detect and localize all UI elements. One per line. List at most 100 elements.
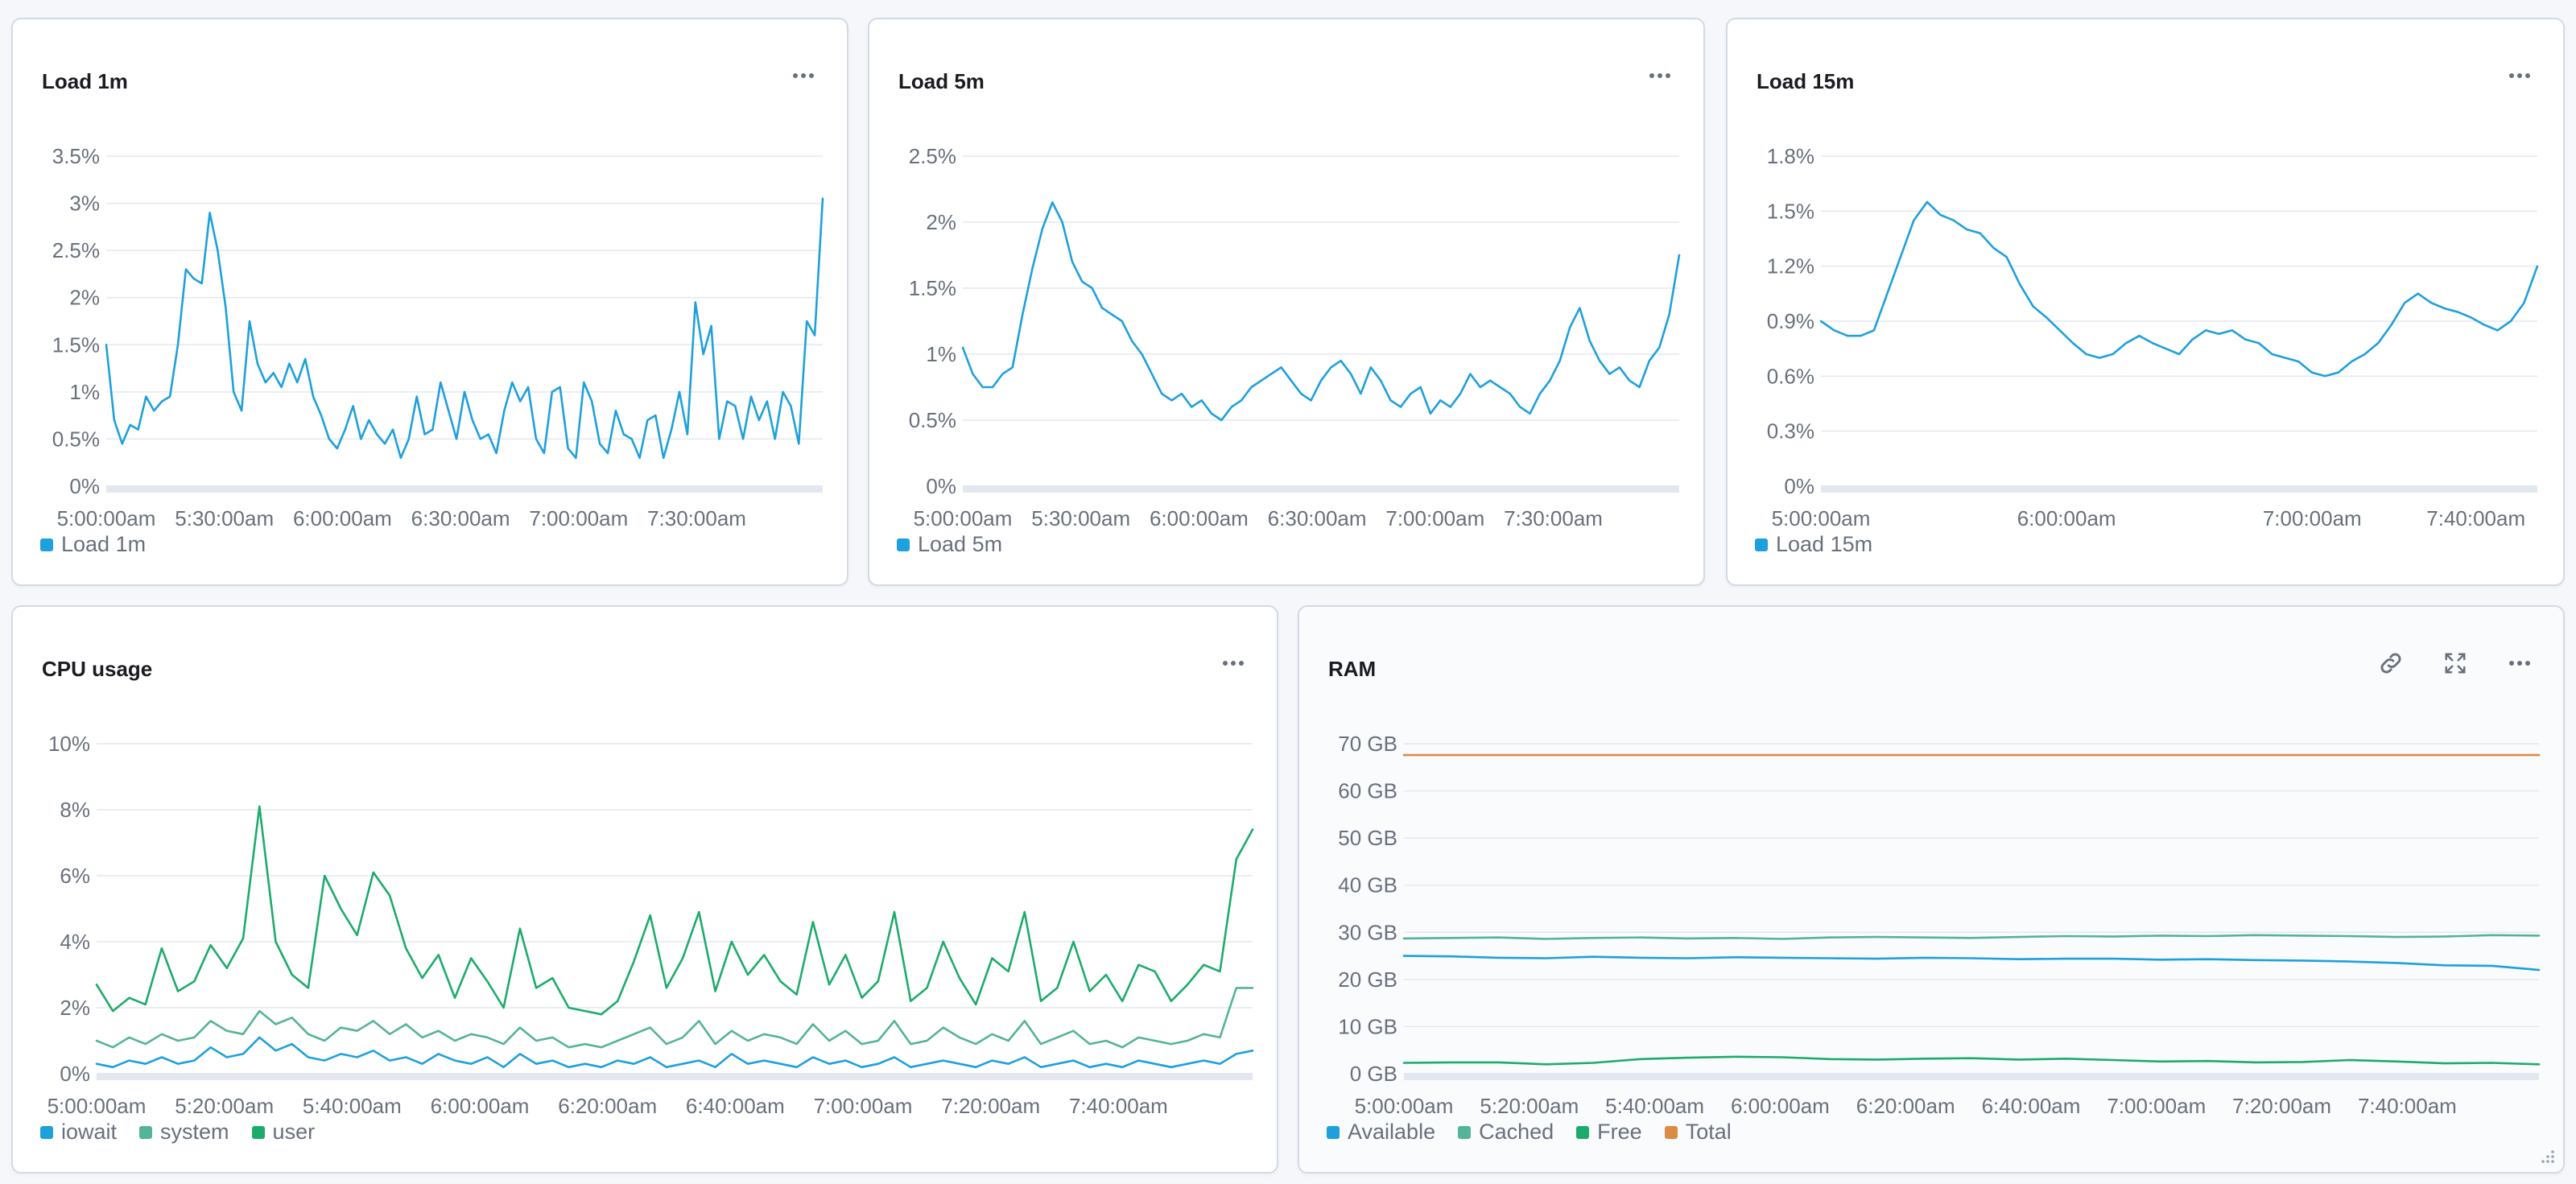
y-tick-label: 1% <box>926 342 956 366</box>
x-tick-label: 5:00:00am <box>1355 1094 1454 1118</box>
panel-title: RAM <box>1328 657 1377 681</box>
legend: Available Cached Free Total <box>1327 1120 1732 1145</box>
x-tick-label: 7:30:00am <box>1504 506 1603 530</box>
chart-load-15m[interactable]: 0% 0.3% 0.6% 0.9% 1.2% 1.5% 1.8% 5:00:00am 6:00:… <box>1728 19 2566 588</box>
legend-item-cached[interactable]: Cached <box>1458 1120 1554 1145</box>
fullscreen-icon[interactable] <box>2441 649 2470 678</box>
legend-item-system[interactable]: system <box>139 1120 229 1145</box>
x-axis-bar <box>1404 1073 2539 1080</box>
legend-label: iowait <box>61 1120 118 1144</box>
y-tick-label: 0.9% <box>1767 309 1814 333</box>
y-tick-label: 0.3% <box>1767 419 1814 443</box>
legend-item-load-1m[interactable]: Load 1m <box>40 532 146 557</box>
legend-label: Available <box>1348 1120 1436 1144</box>
series-line-available[interactable] <box>1402 955 2541 972</box>
series-line-free[interactable] <box>1402 1055 2541 1066</box>
legend-item-load-5m[interactable]: Load 5m <box>897 532 1002 557</box>
x-tick-label: 6:00:00am <box>2017 506 2116 530</box>
legend-item-total[interactable]: Total <box>1664 1120 1732 1145</box>
legend-swatch <box>1327 1125 1340 1139</box>
series-line-iowait[interactable] <box>95 1036 1254 1069</box>
series-line-load-1m[interactable] <box>105 197 824 460</box>
panel-ram: RAM 0 GB 10 GB 20 GB 30 GB 40 GB 50 GB 60 GB 70… <box>1298 605 2565 1174</box>
x-axis-bar <box>1821 485 2537 493</box>
x-tick-label: 6:20:00am <box>558 1094 657 1118</box>
legend: Load 1m <box>40 532 146 557</box>
more-options-icon[interactable] <box>789 61 818 90</box>
series-line-system[interactable] <box>95 987 1254 1049</box>
x-tick-label: 5:00:00am <box>1772 506 1871 530</box>
x-tick-label: 6:40:00am <box>1982 1094 2081 1118</box>
chart-ram[interactable]: 0 GB 10 GB 20 GB 30 GB 40 GB 50 GB 60 GB 70 GB 5… <box>1299 607 2566 1175</box>
legend-item-user[interactable]: user <box>251 1120 315 1145</box>
y-tick-label: 3.5% <box>52 144 100 168</box>
more-options-icon[interactable] <box>2505 61 2534 90</box>
x-tick-label: 7:00:00am <box>2107 1094 2206 1118</box>
x-tick-label: 7:00:00am <box>529 506 628 530</box>
y-tick-label: 1.5% <box>909 276 956 300</box>
legend-item-available[interactable]: Available <box>1327 1120 1435 1145</box>
legend-label: system <box>160 1120 229 1144</box>
y-tick-label: 2% <box>926 210 956 234</box>
legend-label: Total <box>1685 1120 1732 1144</box>
y-tick-label: 6% <box>60 864 90 888</box>
x-tick-label: 6:00:00am <box>293 506 392 530</box>
chart-load-1m[interactable]: 0% 0.5% 1% 1.5% 2% 2.5% 3% 3.5% 5:00:00am 5:30:00… <box>13 19 850 588</box>
series-line-cached[interactable] <box>1402 934 2541 940</box>
chart-cpu-usage[interactable]: 0% 2% 4% 6% 8% 10% 5:00:00am 5:20:00am 5:40:00am… <box>13 607 1280 1175</box>
panel-load-1m: Load 1m 0% 0.5% 1% 1.5% 2% 2.5% 3% 3.5% 5:00:00a… <box>11 18 848 586</box>
x-tick-label: 6:30:00am <box>1268 506 1367 530</box>
y-tick-label: 50 GB <box>1338 826 1397 850</box>
x-axis-bar <box>106 485 823 493</box>
x-tick-label: 7:00:00am <box>1385 506 1484 530</box>
panel-title: Load 1m <box>42 69 128 93</box>
legend-label: Load 5m <box>918 532 1003 556</box>
y-tick-label: 2.5% <box>52 238 100 262</box>
x-axis-bar <box>963 485 1679 493</box>
y-tick-label: 0.5% <box>909 408 956 432</box>
y-tick-label: 0% <box>69 474 100 498</box>
legend-swatch <box>1755 538 1768 551</box>
more-options-icon[interactable] <box>1645 61 1674 90</box>
legend-swatch <box>1664 1125 1678 1139</box>
y-tick-label: 2.5% <box>909 144 956 168</box>
legend-swatch <box>40 1125 53 1139</box>
legend-label: Cached <box>1479 1120 1554 1144</box>
series-line-user[interactable] <box>95 805 1254 1016</box>
legend-swatch <box>139 1125 153 1139</box>
series-line-load-5m[interactable] <box>961 201 1681 422</box>
y-tick-label: 1.2% <box>1767 254 1814 278</box>
chart-load-5m[interactable]: 0% 0.5% 1% 1.5% 2% 2.5% 5:00:00am 5:30:00am 6:00… <box>869 19 1707 588</box>
x-tick-label: 5:00:00am <box>914 506 1013 530</box>
y-tick-label: 0% <box>60 1062 90 1086</box>
y-tick-label: 0% <box>1784 474 1814 498</box>
x-tick-label: 5:30:00am <box>1031 506 1130 530</box>
x-tick-label: 5:20:00am <box>175 1094 274 1118</box>
panel-cpu-usage: CPU usage 0% 2% 4% 6% 8% 10% 5:00:00am 5:20:00a… <box>11 605 1278 1174</box>
resize-handle-icon[interactable] <box>2541 1149 2555 1164</box>
more-options-icon[interactable] <box>1219 649 1248 678</box>
link-icon[interactable] <box>2376 649 2405 678</box>
x-tick-label: 6:30:00am <box>411 506 510 530</box>
series-line-load-15m[interactable] <box>1819 200 2539 377</box>
legend-item-iowait[interactable]: iowait <box>40 1120 117 1145</box>
x-tick-label: 6:00:00am <box>1150 506 1249 530</box>
x-tick-label: 5:00:00am <box>47 1094 147 1118</box>
y-tick-label: 1% <box>69 380 100 404</box>
panel-title: Load 15m <box>1757 69 1855 93</box>
legend-item-free[interactable]: Free <box>1576 1120 1642 1145</box>
legend-item-load-15m[interactable]: Load 15m <box>1755 532 1872 557</box>
y-tick-label: 1.8% <box>1767 144 1814 168</box>
panel-load-5m: Load 5m 0% 0.5% 1% 1.5% 2% 2.5% 5:00:00am 5:30:… <box>868 18 1705 586</box>
legend-swatch <box>251 1125 265 1139</box>
more-options-icon[interactable] <box>2505 649 2534 678</box>
x-tick-label: 6:00:00am <box>1731 1094 1830 1118</box>
y-tick-label: 30 GB <box>1338 920 1397 944</box>
y-tick-label: 4% <box>60 930 90 954</box>
y-tick-label: 2% <box>60 996 90 1020</box>
y-tick-label: 2% <box>69 286 100 310</box>
legend: iowait system user <box>40 1120 315 1145</box>
panel-title: CPU usage <box>42 657 153 681</box>
x-tick-label: 7:00:00am <box>814 1094 913 1118</box>
y-tick-label: 10% <box>48 732 90 756</box>
